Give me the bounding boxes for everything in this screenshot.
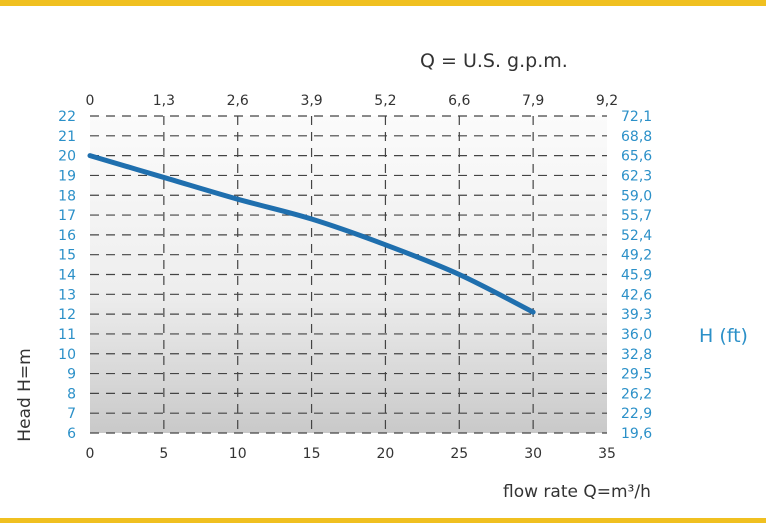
y-tick-label: 10 [58,347,76,363]
y-tick-label: 7 [67,406,76,422]
head-curve-line [87,153,536,315]
right-tick-label: 62,3 [621,168,652,184]
right-tick-label: 26,2 [621,386,652,402]
top-axis-label: Q = U.S. g.p.m. [420,50,568,72]
y-tick-label: 6 [67,426,76,442]
right-tick-label: 45,9 [621,268,652,284]
right-tick-label: 49,2 [621,248,652,264]
top-tick-label: 9,2 [596,93,618,109]
right-tick-label: 32,8 [621,347,652,363]
grid-lines [90,115,607,434]
y-tick-label: 16 [58,228,76,244]
x-tick-label: 25 [450,446,468,462]
right-axis-ticks: 19,6 22,9 26,2 29,5 32,8 36,0 39,3 42,6 45,9 49,2… [621,109,652,442]
right-tick-label: 39,3 [621,307,652,323]
y-tick-label: 19 [58,168,76,184]
right-tick-label: 42,6 [621,287,652,303]
x-tick-label: 15 [303,446,321,462]
y-tick-label: 12 [58,307,76,323]
x-tick-label: 20 [377,446,395,462]
y-tick-label: 17 [58,208,76,224]
x-tick-label: 35 [598,446,616,462]
top-tick-label: 1,3 [153,93,175,109]
y-tick-label: 21 [58,129,76,145]
right-tick-label: 36,0 [621,327,652,343]
x-tick-label: 0 [86,446,95,462]
bottom-axis-ticks: 0 5 10 15 20 25 30 35 [86,446,616,462]
x-tick-label: 30 [524,446,542,462]
right-tick-label: 65,6 [621,149,652,165]
top-tick-label: 6,6 [448,93,470,109]
right-tick-label: 68,8 [621,129,652,145]
top-tick-label: 3,9 [300,93,322,109]
y-tick-label: 13 [58,287,76,303]
right-tick-label: 22,9 [621,406,652,422]
right-tick-label: 52,4 [621,228,652,244]
y-tick-label: 15 [58,248,76,264]
y-tick-label: 11 [58,327,76,343]
y-tick-label: 14 [58,268,76,284]
x-axis-label: flow rate Q=m³/h [503,482,651,502]
right-axis-label: H (ft) [699,325,748,347]
y-tick-label: 20 [58,149,76,165]
top-tick-label: 5,2 [374,93,396,109]
right-tick-label: 55,7 [621,208,652,224]
left-axis-ticks: 6 7 8 9 10 11 12 13 14 15 16 17 18 19 20 21 22 [58,109,76,442]
top-tick-label: 0 [86,93,95,109]
x-tick-label: 5 [159,446,168,462]
right-tick-label: 59,0 [621,188,652,204]
right-tick-label: 19,6 [621,426,652,442]
right-tick-label: 72,1 [621,109,652,125]
y-tick-label: 8 [67,386,76,402]
x-tick-label: 10 [229,446,247,462]
y-tick-label: 18 [58,188,76,204]
y-tick-label: 22 [58,109,76,125]
top-axis-ticks: 0 1,3 2,6 3,9 5,2 6,6 7,9 9,2 [86,93,619,109]
top-tick-label: 7,9 [522,93,544,109]
top-tick-label: 2,6 [227,93,249,109]
y-tick-label: 9 [67,367,76,383]
right-tick-label: 29,5 [621,367,652,383]
y-axis-label: Head H=m [15,348,35,441]
